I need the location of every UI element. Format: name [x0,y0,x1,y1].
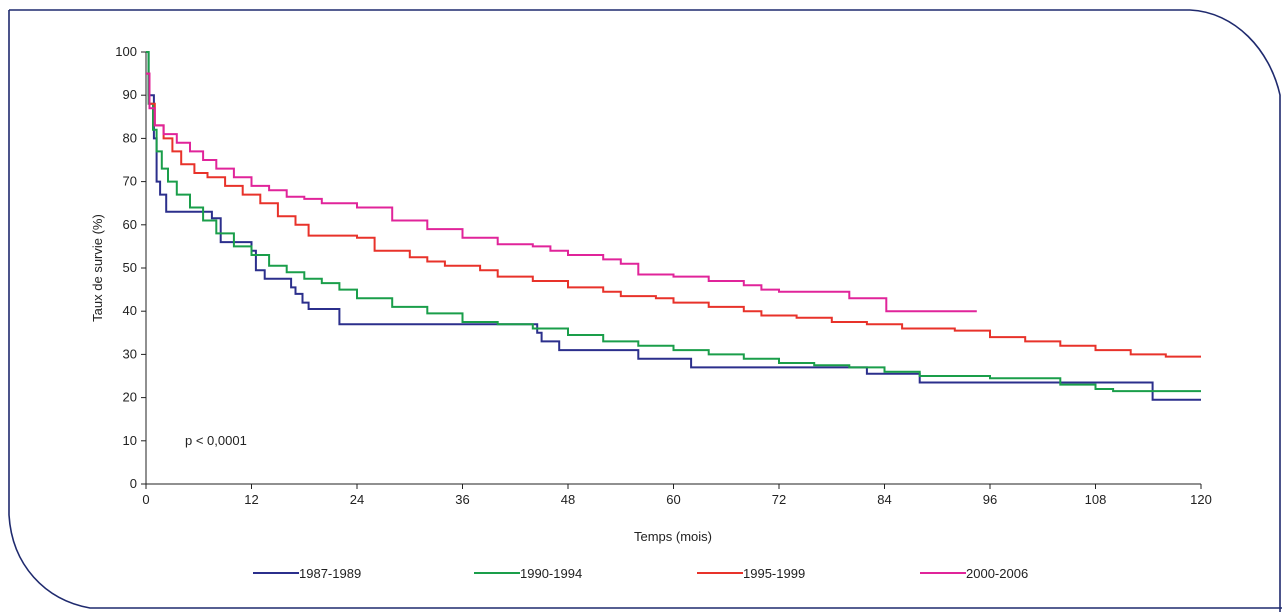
y-tick-label: 20 [123,390,137,405]
series-line-1995-1999 [146,72,1201,358]
series-line-2000-2006 [146,72,977,313]
y-tick-label: 60 [123,217,137,232]
y-tick-label: 100 [115,44,137,59]
x-tick-label: 60 [666,492,680,507]
axes: 0 10 20 30 40 50 60 70 80 90 100 0 12 24 36 48 60 72 84 96 1… [115,44,1212,507]
legend: 1987-1989 1990-1994 1995-1999 2000-2006 [253,566,1028,581]
x-tick-label: 84 [877,492,891,507]
series-line-1990-1994 [146,51,1201,393]
x-tick-label: 24 [350,492,364,507]
y-tick-label: 50 [123,260,137,275]
series-line-1987-1989 [146,51,1201,401]
x-tick-label: 48 [561,492,575,507]
x-axis-label: Temps (mois) [634,529,712,544]
y-tick-label: 90 [123,87,137,102]
legend-label-2000-2006: 2000-2006 [966,566,1028,581]
x-tick-label: 96 [983,492,997,507]
legend-label-1990-1994: 1990-1994 [520,566,582,581]
x-tick-label: 36 [455,492,469,507]
x-tick-label: 0 [142,492,149,507]
legend-label-1987-1989: 1987-1989 [299,566,361,581]
rounded-frame [8,9,1282,612]
y-tick-label: 40 [123,303,137,318]
x-tick-label: 12 [244,492,258,507]
x-tick-label: 72 [772,492,786,507]
y-tick-label: 30 [123,346,137,361]
plot-lines [146,51,1201,401]
x-tick-label: 120 [1190,492,1212,507]
y-tick-label: 10 [123,433,137,448]
y-tick-label: 80 [123,130,137,145]
y-tick-label: 70 [123,174,137,189]
y-axis-label: Taux de survie (%) [90,214,105,322]
p-value-annotation: p < 0,0001 [185,433,247,448]
legend-label-1995-1999: 1995-1999 [743,566,805,581]
y-tick-label: 0 [130,476,137,491]
x-tick-label: 108 [1085,492,1107,507]
